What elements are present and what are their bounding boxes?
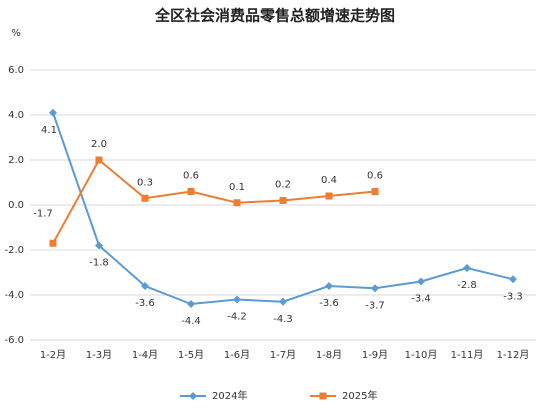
y-tick-label: -6.0 (4, 335, 24, 346)
data-label: 0.2 (275, 180, 291, 191)
data-point (141, 194, 149, 202)
y-tick-label: 0.0 (8, 200, 24, 211)
y-tick-label: -4.0 (4, 290, 24, 301)
data-point (371, 188, 379, 195)
data-label: 4.1 (41, 125, 57, 136)
data-label: -1.7 (33, 208, 53, 219)
x-tick-label: 1-4月 (132, 349, 158, 361)
data-label: -1.8 (89, 258, 109, 269)
data-label: 0.4 (321, 175, 337, 186)
y-tick-label: 4.0 (8, 110, 24, 121)
chart-title: 全区社会消费品零售总额增速走势图 (154, 7, 395, 25)
data-label: 0.3 (137, 177, 153, 188)
data-label: -3.4 (411, 294, 431, 305)
x-tick-label: 1-7月 (270, 349, 296, 361)
data-label: 0.6 (367, 171, 383, 182)
legend-label: 2025年 (342, 389, 377, 402)
x-tick-label: 1-10月 (405, 349, 438, 361)
data-label: 2.0 (91, 139, 107, 150)
data-point (95, 241, 103, 250)
data-point (325, 282, 333, 290)
legend-label: 2024年 (212, 389, 247, 402)
data-point (187, 188, 195, 195)
data-label: 0.1 (229, 182, 245, 193)
data-label: -4.3 (273, 314, 293, 325)
x-tick-label: 1-12月 (497, 349, 530, 361)
data-label: 0.6 (183, 171, 199, 182)
data-point (417, 277, 425, 286)
series-line (52, 112, 514, 306)
x-tick-label: 1-3月 (86, 349, 112, 361)
data-point (463, 264, 471, 272)
data-label: -3.7 (365, 300, 385, 311)
data-label: -3.3 (503, 291, 523, 302)
y-axis-label: % (11, 28, 21, 39)
data-point (233, 199, 241, 207)
data-point (233, 295, 241, 304)
data-point (95, 156, 103, 164)
x-tick-label: 1-6月 (224, 349, 250, 361)
data-point (509, 275, 517, 284)
data-point (141, 282, 149, 290)
data-label: -4.4 (181, 316, 201, 327)
data-label: -3.6 (135, 298, 155, 309)
x-tick-label: 1-11月 (451, 349, 484, 361)
data-point (325, 192, 333, 200)
data-point (187, 300, 195, 308)
data-point (371, 284, 379, 293)
data-point (49, 239, 57, 247)
series-line (52, 158, 376, 244)
data-label: -3.6 (319, 298, 339, 309)
y-tick-label: 6.0 (8, 65, 24, 76)
data-label: -4.2 (227, 312, 247, 323)
data-point (279, 297, 287, 306)
data-label: -2.8 (457, 280, 477, 291)
y-tick-label: -2.0 (4, 245, 24, 256)
legend-marker (319, 392, 327, 400)
x-tick-label: 1-2月 (40, 349, 66, 361)
legend-marker (189, 392, 197, 400)
x-tick-label: 1-5月 (178, 349, 204, 361)
y-tick-label: 2.0 (8, 155, 24, 166)
data-point (279, 197, 287, 204)
data-point (49, 108, 57, 117)
x-tick-label: 1-9月 (362, 349, 388, 361)
x-tick-label: 1-8月 (316, 349, 342, 361)
